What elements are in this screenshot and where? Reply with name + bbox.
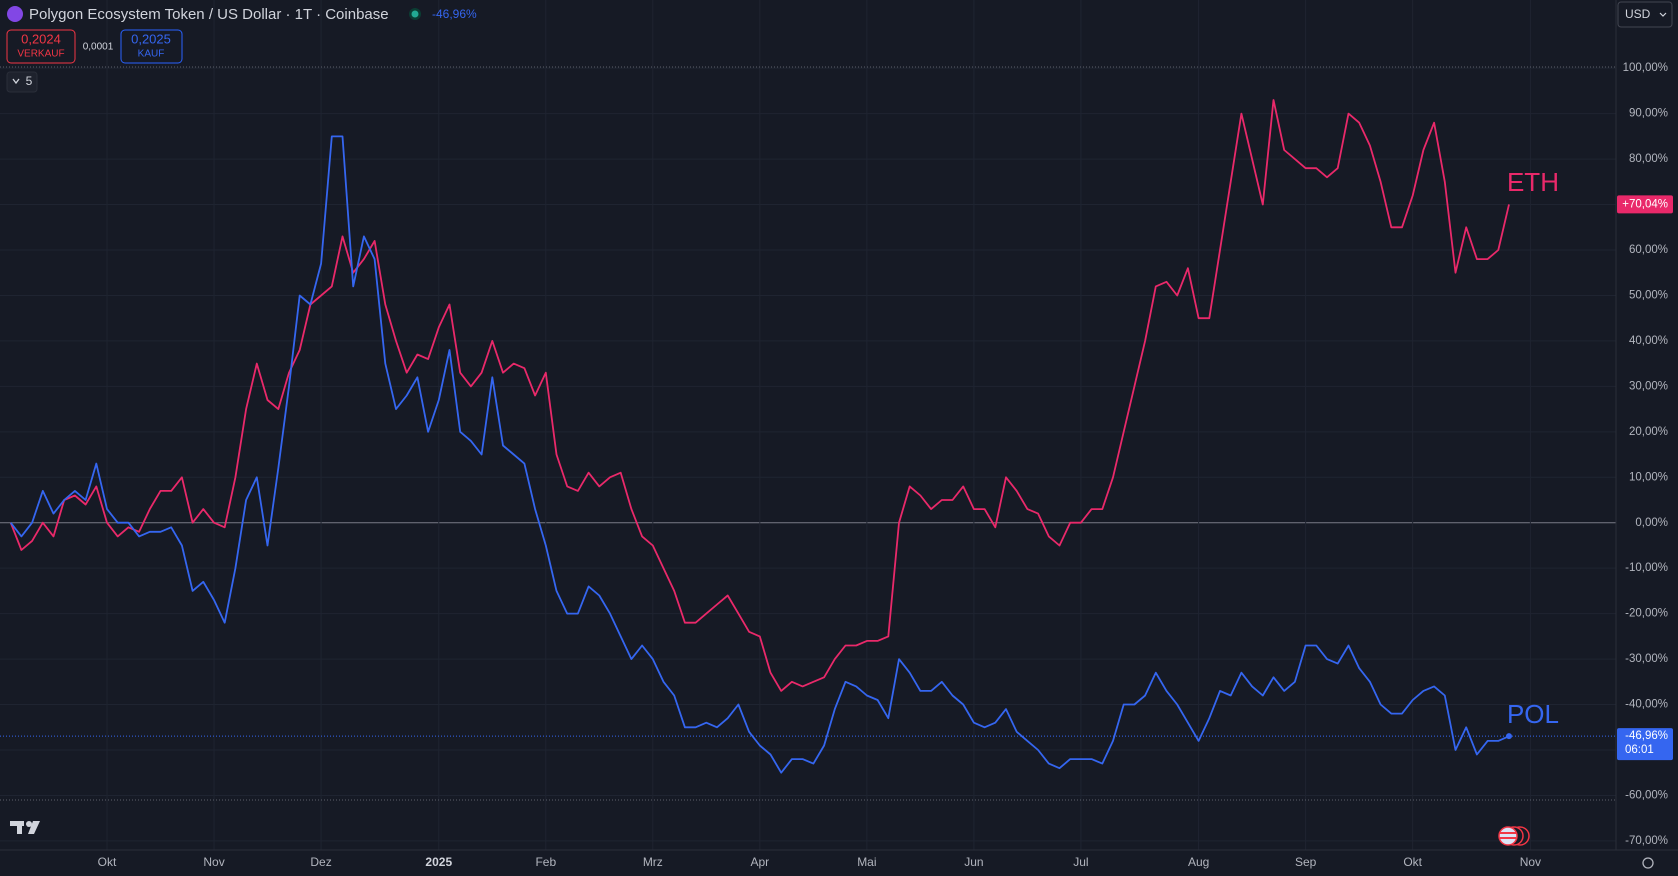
y-tick-label: 0,00% <box>1635 517 1668 529</box>
y-tick-label: -70,00% <box>1625 835 1668 847</box>
indicators-count: 5 <box>26 74 33 88</box>
last-value-badge <box>1617 195 1673 214</box>
last-value-label: -46,96% <box>1625 730 1668 742</box>
x-tick-label: Sep <box>1295 855 1317 869</box>
x-tick-label: Mrz <box>643 855 663 869</box>
x-tick-label: Dez <box>310 855 331 869</box>
chevron <box>1659 12 1667 17</box>
sell-button[interactable] <box>6 29 76 64</box>
plot: ETH POL <box>0 99 1616 774</box>
status-dot <box>411 10 419 18</box>
y-tick-label: 20,00% <box>1629 426 1668 438</box>
symbol-icon <box>7 6 23 22</box>
x-tick-label: Mai <box>857 855 876 869</box>
x-tick-label: Nov <box>1520 855 1541 869</box>
change: -46,96% <box>432 7 477 21</box>
y-tick-label: 60,00% <box>1629 244 1668 256</box>
series-line <box>9 135 1510 774</box>
indicators-toggle[interactable] <box>6 71 38 93</box>
x-tick-label: Jun <box>964 855 983 869</box>
x-tick-label: Apr <box>750 855 769 869</box>
y-tick-label: -20,00% <box>1625 608 1668 620</box>
x-tick-label: 2025 <box>425 855 452 869</box>
sell-price: 0,2024 <box>21 31 61 46</box>
x-tick-label: Feb <box>535 855 556 869</box>
y-tick-label: -10,00% <box>1625 562 1668 574</box>
y-tick-label: 80,00% <box>1629 153 1668 165</box>
chevron <box>12 78 20 85</box>
buy-label: KAUF <box>138 49 165 60</box>
buy-button[interactable] <box>120 29 183 64</box>
x-tick-label: Okt <box>1403 855 1422 869</box>
currency: USD <box>1625 7 1651 21</box>
series-label: ETH <box>1507 167 1559 197</box>
sell-label: VERKAUF <box>17 49 64 60</box>
last-value-label: +70,04% <box>1622 198 1668 210</box>
y-tick-label: 100,00% <box>1623 62 1668 74</box>
y-tick-label: 40,00% <box>1629 335 1668 347</box>
flag-icons[interactable] <box>1498 826 1530 846</box>
x-tick-label: Jul <box>1073 855 1088 869</box>
y-tick-label: -60,00% <box>1625 789 1668 801</box>
spread: 0,0001 <box>83 42 114 53</box>
settings-icon[interactable] <box>1642 857 1654 869</box>
buy-price: 0,2025 <box>131 31 171 46</box>
symbol-title[interactable]: Polygon Ecosystem Token / US Dollar · 1T… <box>29 6 389 23</box>
series-label: POL <box>1507 699 1559 729</box>
axes: 100,00%90,00%80,00%70,00%60,00%50,00%40,… <box>98 62 1673 869</box>
x-tick-label: Okt <box>98 855 117 869</box>
tv-logo <box>10 821 40 834</box>
x-tick-label: Aug <box>1188 855 1209 869</box>
grid <box>0 0 1616 850</box>
y-tick-label: 90,00% <box>1629 108 1668 120</box>
y-tick-label: 50,00% <box>1629 289 1668 301</box>
y-tick-label: -30,00% <box>1625 653 1668 665</box>
y-tick-label: 30,00% <box>1629 380 1668 392</box>
last-value-badge <box>1617 728 1673 761</box>
currency-select[interactable] <box>1617 1 1673 28</box>
countdown: 06:01 <box>1625 744 1654 756</box>
series-line <box>9 99 1510 692</box>
last-point <box>1505 733 1512 740</box>
x-tick-label: Nov <box>203 855 224 869</box>
y-tick-label: 10,00% <box>1629 471 1668 483</box>
y-tick-label: -40,00% <box>1625 699 1668 711</box>
